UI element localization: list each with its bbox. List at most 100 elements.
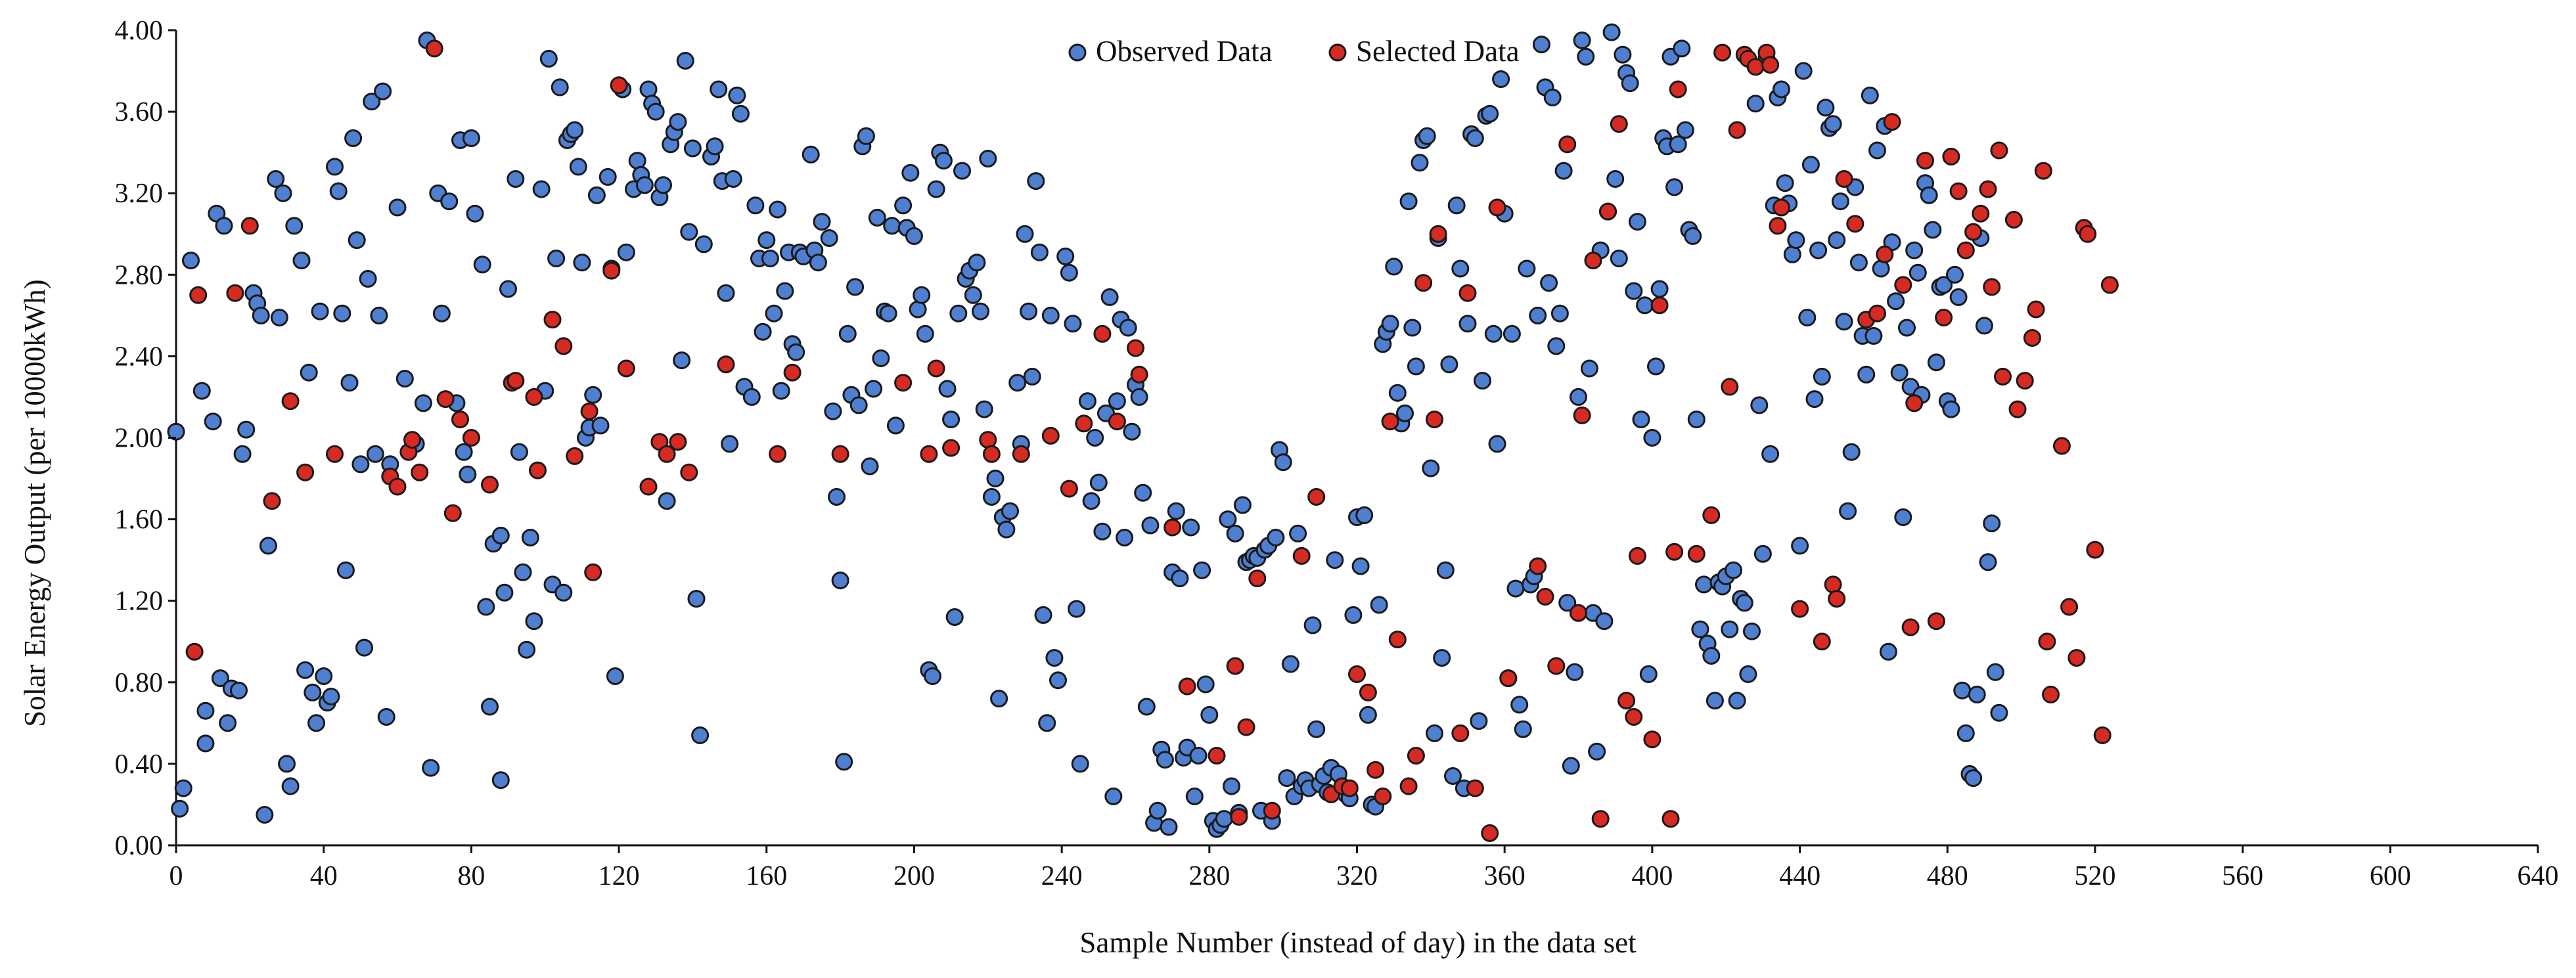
observed-point [1839, 502, 1857, 520]
observed-point [1071, 755, 1089, 773]
observed-point [532, 180, 551, 198]
observed-point [1289, 524, 1307, 543]
observed-point [174, 779, 192, 797]
observed-point [1636, 296, 1654, 315]
selected-point [507, 372, 525, 390]
y-tick-label: 4.00 [115, 16, 164, 46]
observed-point [1016, 225, 1034, 243]
observed-point [1558, 594, 1577, 612]
observed-point [1326, 551, 1344, 569]
observed-point [1935, 276, 1953, 294]
observed-point [1968, 685, 1986, 703]
selected-point [1846, 215, 1864, 233]
selected-point [1407, 747, 1425, 765]
x-axis-title: Sample Number (instead of day) in the da… [1079, 926, 1637, 959]
selected-point [1876, 245, 1894, 263]
observed-point [1831, 192, 1849, 211]
observed-point [307, 714, 325, 732]
observed-point [1156, 751, 1174, 769]
observed-point [1422, 459, 1440, 478]
observed-point [1278, 769, 1296, 788]
x-tick-label: 640 [2518, 861, 2559, 891]
observed-point [1451, 259, 1470, 278]
selected-point [1451, 724, 1470, 742]
observed-point [757, 231, 776, 250]
selected-point [1481, 824, 1499, 842]
observed-point [1481, 104, 1499, 123]
observed-point [990, 690, 1008, 708]
observed-point [1787, 231, 1805, 250]
observed-point [304, 683, 322, 701]
observed-point [1060, 263, 1078, 282]
observed-point [196, 701, 215, 720]
observed-point [1385, 257, 1403, 276]
observed-point [1418, 127, 1436, 145]
selected-point [1669, 80, 1687, 99]
observed-point [694, 235, 713, 254]
observed-point [518, 640, 536, 659]
selected-point [1628, 546, 1646, 565]
selected-point [1130, 365, 1148, 384]
selected-point [1901, 618, 1920, 636]
selected-point [1972, 204, 1990, 223]
observed-point [344, 129, 363, 147]
observed-point [348, 231, 366, 250]
selected-point [529, 461, 547, 479]
observed-point [1185, 788, 1204, 805]
observed-point [1702, 647, 1721, 665]
observed-point [1905, 241, 1924, 259]
observed-point [1130, 388, 1148, 406]
observed-point [1898, 319, 1916, 337]
selected-point [462, 429, 480, 447]
observed-point [1621, 74, 1639, 93]
observed-point [1566, 663, 1584, 681]
selected-point [1558, 135, 1577, 154]
observed-point [1148, 801, 1167, 820]
observed-point [1082, 492, 1100, 510]
x-tick-label: 600 [2370, 861, 2411, 891]
observed-point [491, 771, 510, 789]
x-tick-label: 440 [1779, 861, 1820, 891]
selected-point [1208, 747, 1226, 765]
observed-point [1610, 250, 1628, 267]
observed-point [292, 252, 311, 270]
observed-point [809, 254, 827, 272]
y-tick-label: 2.40 [115, 342, 164, 372]
observed-point [1123, 422, 1141, 441]
observed-point [1171, 569, 1189, 588]
selected-point [1570, 604, 1587, 622]
selected-point [1237, 718, 1255, 736]
observed-point [252, 306, 270, 324]
selected-point [1359, 683, 1377, 701]
observed-point [1956, 724, 1975, 742]
selected-point [2068, 649, 2086, 667]
observed-point [865, 380, 883, 398]
selected-point [1964, 223, 1983, 241]
observed-point [370, 306, 388, 324]
observed-point [1200, 705, 1219, 724]
observed-point [975, 400, 993, 418]
observed-point [1861, 86, 1879, 104]
observed-point [1924, 221, 1942, 239]
selected-point [1994, 367, 2012, 386]
observed-point [491, 526, 510, 545]
selected-point [1426, 411, 1443, 429]
x-tick-label: 120 [599, 861, 640, 891]
selected-point [1746, 58, 1765, 76]
observed-point [440, 192, 459, 211]
observed-point [1676, 121, 1694, 139]
selected-point [1665, 543, 1684, 561]
selected-point [1075, 414, 1093, 433]
observed-point [414, 394, 432, 412]
observed-point [1735, 594, 1753, 612]
selected-point [2060, 598, 2079, 616]
observed-point [916, 324, 934, 343]
observed-point [1643, 429, 1661, 447]
observed-point [1466, 129, 1484, 147]
observed-point [340, 374, 359, 392]
observed-point [724, 170, 742, 188]
observed-point [886, 416, 905, 435]
observed-point [477, 598, 495, 616]
selected-point [831, 445, 849, 463]
selected-point [2052, 437, 2071, 455]
